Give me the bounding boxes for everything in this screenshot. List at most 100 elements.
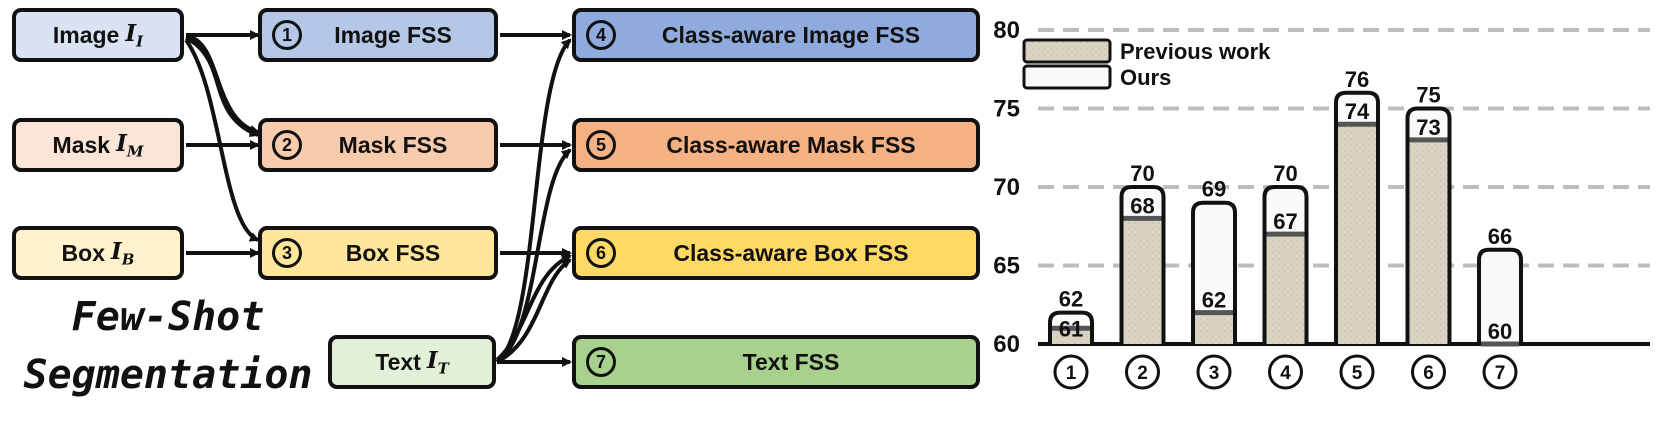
image-input-symbol-letter: I bbox=[125, 19, 137, 47]
mask-input-box: Mask IM bbox=[12, 118, 184, 172]
text-input-symbol-letter: I bbox=[426, 346, 438, 374]
y-axis-ticks: 60 65 70 75 80 bbox=[993, 17, 1020, 358]
diagram-title: Few-Shot Segmentation bbox=[18, 288, 318, 404]
bar-previous-work bbox=[1338, 124, 1376, 344]
task-text-fss: 7 Text FSS bbox=[572, 335, 980, 389]
arrow-image-to-mask-fss bbox=[185, 34, 260, 135]
task-label: Image FSS bbox=[334, 21, 452, 48]
box-input-label: Box bbox=[61, 239, 105, 266]
task-number-4: 4 bbox=[586, 20, 616, 50]
box-input-symbol: IB bbox=[111, 238, 134, 269]
category-circle bbox=[1482, 354, 1518, 390]
bar-ours-outline bbox=[1262, 185, 1309, 344]
arrow-text-to-class-image bbox=[495, 38, 572, 364]
title-line-2: Segmentation bbox=[23, 352, 313, 398]
title-line-1: Few-Shot bbox=[71, 294, 265, 340]
bar-label-ours: 66 bbox=[1488, 224, 1512, 249]
task-label: Class-aware Mask FSS bbox=[666, 131, 916, 158]
y-tick-label: 80 bbox=[993, 17, 1020, 44]
y-tick-label: 60 bbox=[993, 331, 1020, 358]
category-circle bbox=[1125, 354, 1160, 390]
bars: 62 61 70 68 69 62 70 67 76 74 75 73 66 60 bbox=[1048, 67, 1523, 347]
mask-input-label: Mask bbox=[52, 131, 111, 158]
task-label: Class-aware Image FSS bbox=[661, 21, 921, 48]
task-class-aware-mask-fss: 5 Class-aware Mask FSS bbox=[572, 118, 980, 172]
category-label: 6 bbox=[1423, 363, 1434, 384]
category-label: 1 bbox=[1066, 363, 1077, 384]
category-label: 3 bbox=[1209, 363, 1220, 384]
box-input-box: Box IB bbox=[12, 226, 184, 280]
category-circle bbox=[1339, 354, 1375, 390]
bar-previous-work bbox=[1195, 312, 1233, 344]
bar-label-ours: 76 bbox=[1345, 67, 1369, 92]
bar-label-previous: 60 bbox=[1488, 319, 1512, 344]
mask-input-symbol: IM bbox=[116, 130, 143, 161]
category-circle bbox=[1411, 354, 1446, 390]
bar-ours-outline bbox=[1191, 200, 1237, 344]
bar-label-ours: 69 bbox=[1202, 177, 1226, 202]
category-circle bbox=[1053, 354, 1089, 390]
bar-label-previous: 73 bbox=[1416, 115, 1440, 140]
text-input-label: Text bbox=[375, 348, 421, 375]
bar-ours-outline bbox=[1405, 106, 1452, 344]
y-tick-label: 70 bbox=[993, 174, 1020, 201]
text-input-symbol-sub: T bbox=[437, 359, 449, 378]
bar-label-previous: 67 bbox=[1273, 209, 1297, 234]
task-image-fss: 1 Image FSS bbox=[258, 8, 498, 62]
category-circle bbox=[1196, 354, 1232, 390]
arrow-image-to-box-fss bbox=[184, 38, 260, 242]
bar-ours-outline bbox=[1048, 310, 1094, 344]
box-input-symbol-sub: B bbox=[121, 250, 135, 269]
task-number-6: 6 bbox=[586, 238, 616, 268]
arrow-text-to-class-mask bbox=[495, 148, 572, 364]
bar-label-ours: 62 bbox=[1059, 287, 1083, 312]
task-number-3: 3 bbox=[272, 238, 302, 268]
task-number-1: 1 bbox=[272, 20, 302, 50]
legend-swatch-ours bbox=[1022, 64, 1112, 90]
task-box-fss: 3 Box FSS bbox=[258, 226, 498, 280]
task-label: Class-aware Box FSS bbox=[673, 239, 909, 266]
category-circle bbox=[1268, 354, 1303, 390]
arrow-image-to-mask-fss-2 bbox=[185, 36, 260, 137]
image-input-box: Image II bbox=[12, 8, 184, 62]
bar-label-previous: 68 bbox=[1130, 193, 1154, 218]
legend-label-previous: Previous work bbox=[1120, 39, 1271, 64]
bar-previous-work bbox=[1266, 234, 1305, 344]
image-input-symbol-sub: I bbox=[136, 32, 144, 51]
legend: Previous work Ours bbox=[1022, 38, 1271, 90]
bar-previous-work bbox=[1123, 218, 1162, 344]
bar-ours-outline bbox=[1334, 90, 1380, 344]
category-label: 7 bbox=[1495, 363, 1506, 384]
task-number-7: 7 bbox=[586, 347, 616, 377]
legend-swatch-previous bbox=[1022, 38, 1112, 64]
text-input-symbol: IT bbox=[427, 347, 449, 378]
box-input-symbol-letter: I bbox=[111, 237, 122, 265]
task-class-aware-box-fss: 6 Class-aware Box FSS bbox=[572, 226, 980, 280]
legend-label-ours: Ours bbox=[1120, 65, 1171, 90]
task-number-5: 5 bbox=[586, 130, 616, 160]
bar-previous-work bbox=[1409, 139, 1448, 344]
bar-label-ours: 70 bbox=[1273, 161, 1297, 186]
bar-label-previous: 61 bbox=[1059, 317, 1083, 342]
bar-ours bbox=[1193, 202, 1235, 344]
image-input-symbol: II bbox=[125, 20, 143, 51]
category-label: 5 bbox=[1352, 363, 1363, 384]
bar-previous-work bbox=[1052, 328, 1090, 344]
mask-input-symbol-sub: M bbox=[126, 142, 144, 161]
arrow-text-to-class-box bbox=[496, 258, 572, 364]
y-tick-label: 75 bbox=[993, 96, 1020, 123]
category-label: 2 bbox=[1137, 363, 1148, 384]
arrow-text-to-class-box-2 bbox=[495, 254, 572, 362]
task-label: Mask FSS bbox=[338, 131, 448, 158]
text-input-box: Text IT bbox=[328, 335, 496, 389]
task-class-aware-image-fss: 4 Class-aware Image FSS bbox=[572, 8, 980, 62]
task-label: Text FSS bbox=[742, 348, 840, 375]
bar-ours bbox=[1479, 249, 1521, 344]
bar-label-previous: 74 bbox=[1345, 99, 1370, 124]
mask-input-symbol-letter: I bbox=[116, 129, 127, 157]
bar-label-ours: 75 bbox=[1416, 83, 1440, 108]
bar-label-previous: 62 bbox=[1202, 288, 1226, 313]
bar-ours-outline bbox=[1119, 185, 1166, 344]
